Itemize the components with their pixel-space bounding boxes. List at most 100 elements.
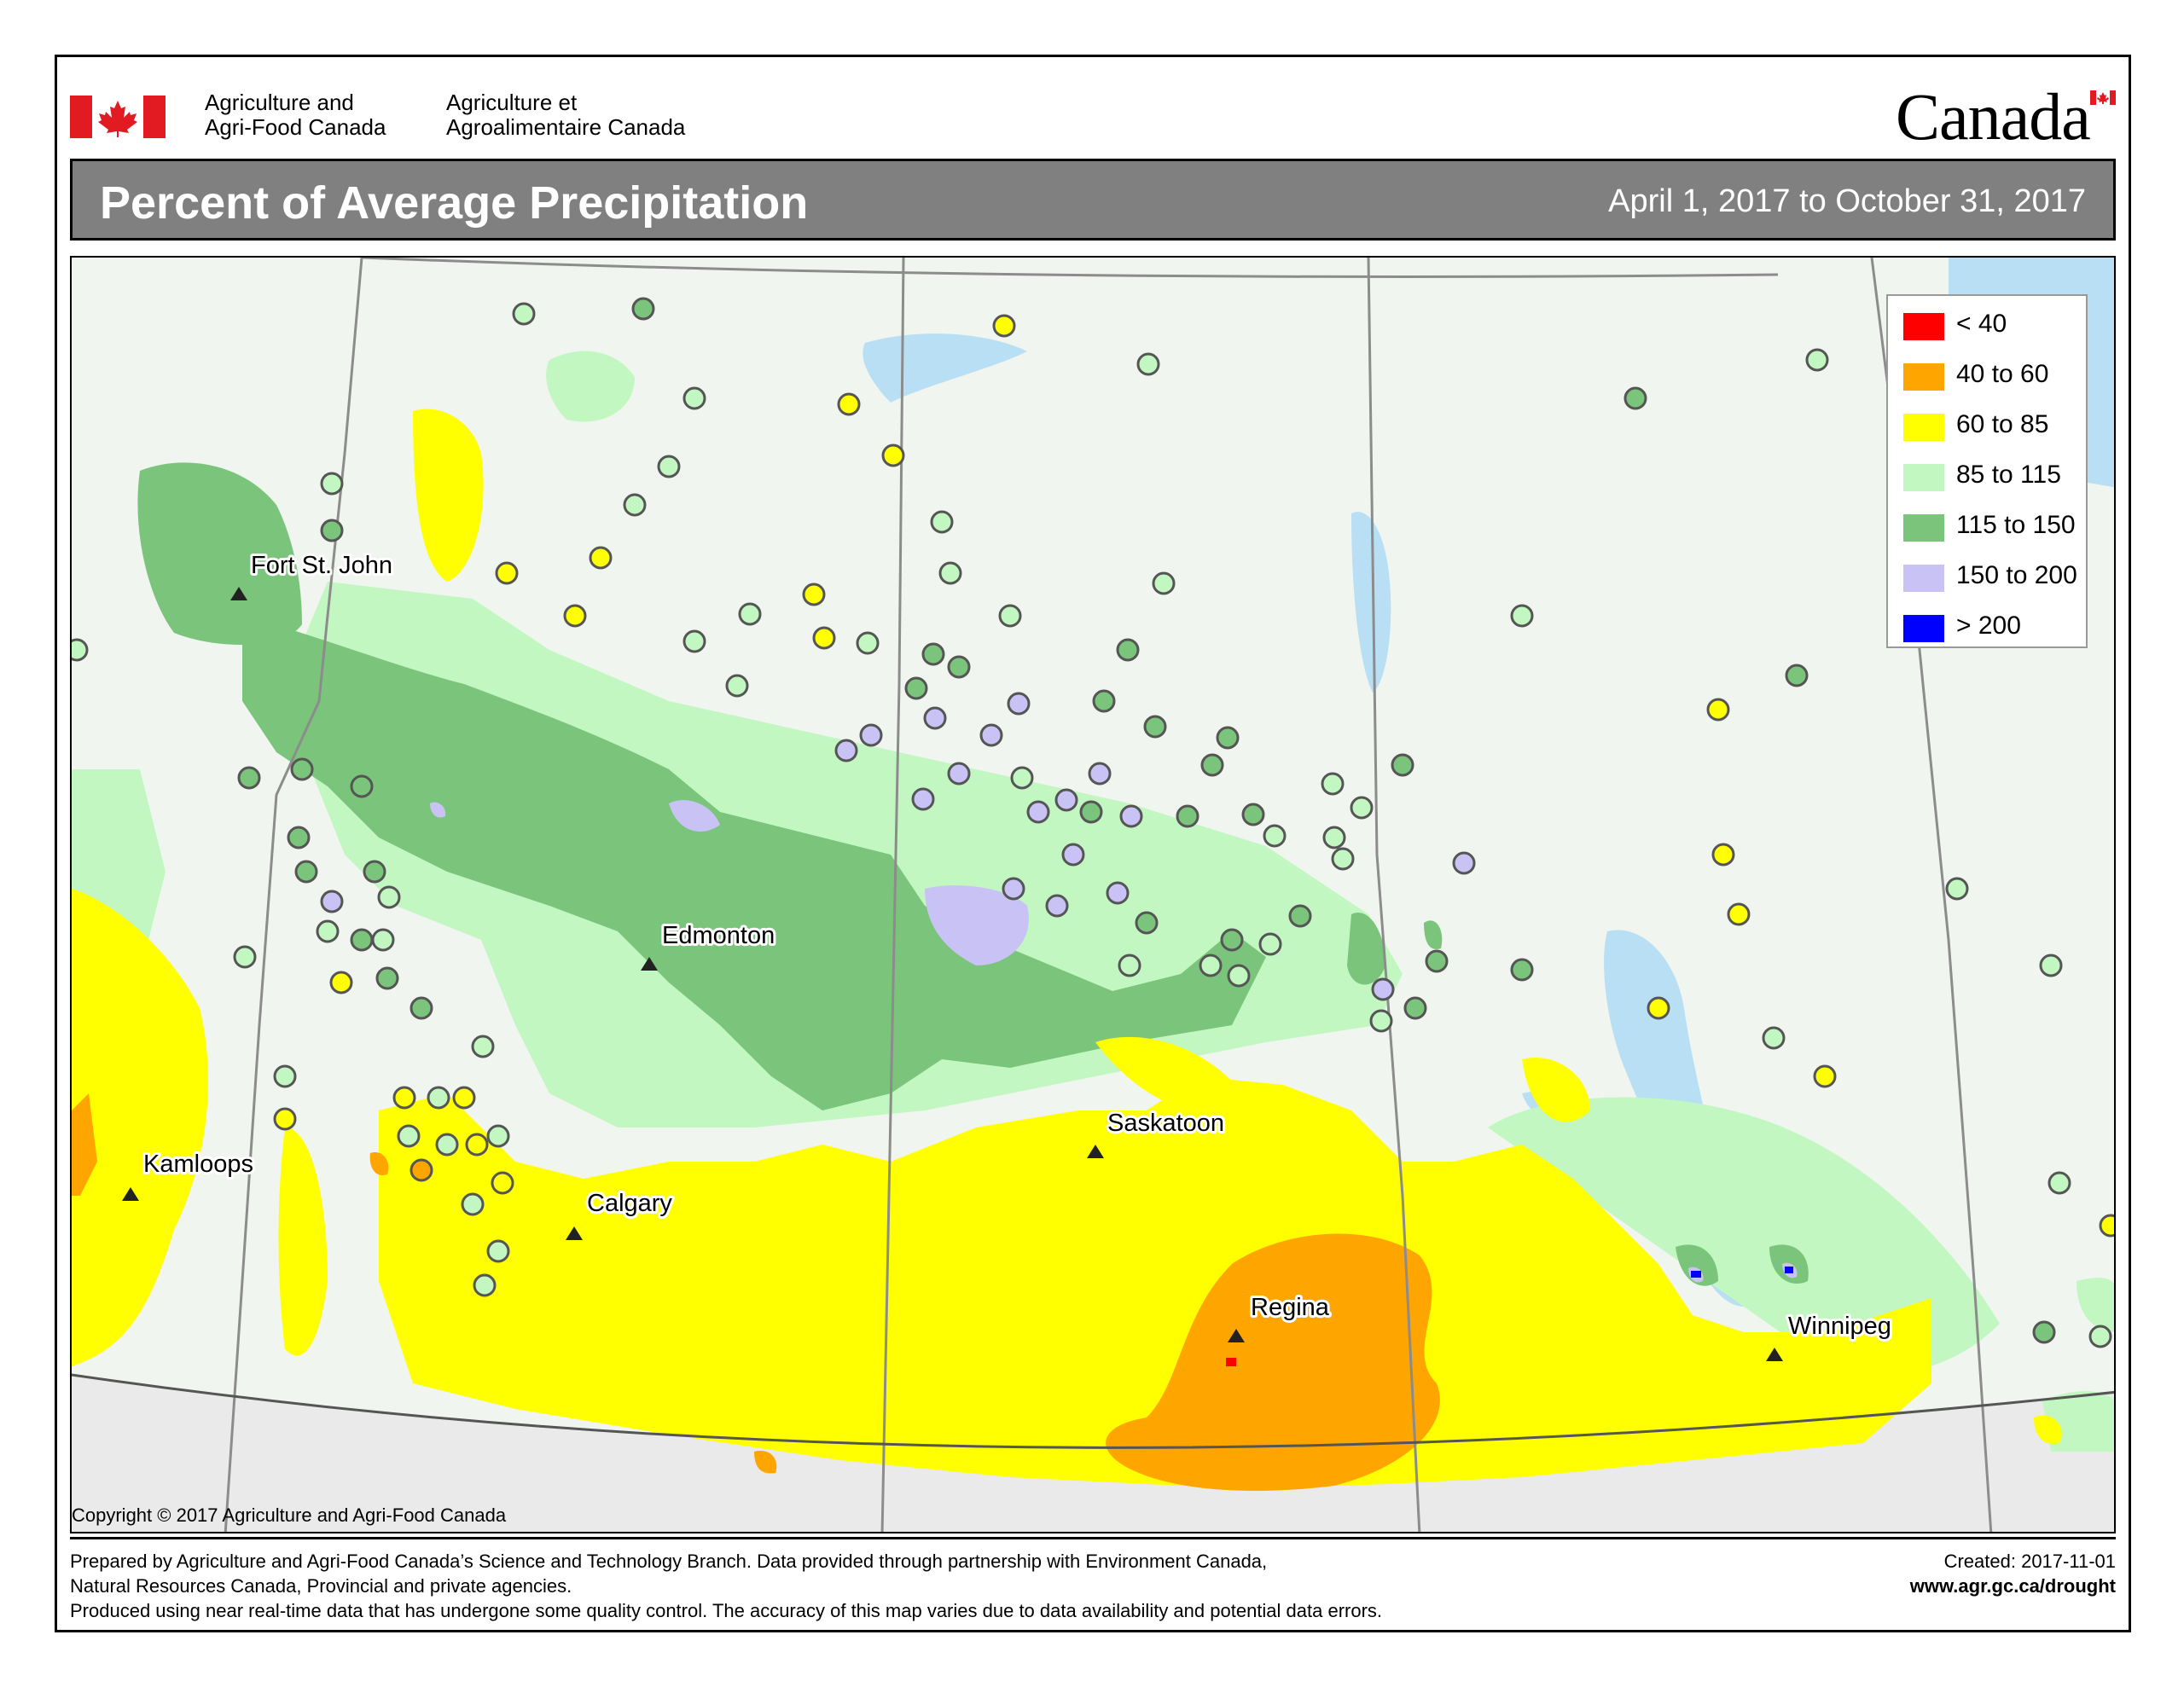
station <box>904 676 928 700</box>
legend-item-115-150: 115 to 150 <box>1896 506 2086 556</box>
station <box>682 629 706 653</box>
station <box>471 1035 495 1058</box>
station <box>287 826 311 849</box>
station <box>1813 1064 1837 1088</box>
legend-label: < 40 <box>1956 310 2007 338</box>
canada-wordmark: Canada <box>1896 79 2091 154</box>
footer-notes: Prepared by Agriculture and Agri-Food Ca… <box>70 1549 1382 1623</box>
station <box>834 739 858 762</box>
city-marker-kamloops <box>122 1187 139 1201</box>
station <box>2088 1325 2112 1348</box>
legend-label: 60 to 85 <box>1956 410 2049 438</box>
map-legend: < 40 40 to 60 60 to 85 85 to 115 115 to … <box>1886 294 2088 648</box>
legend-swatch <box>1903 363 1944 391</box>
station <box>979 723 1003 747</box>
station <box>2032 1320 2056 1344</box>
map-date-range: April 1, 2017 to October 31, 2017 <box>1608 183 2086 219</box>
station <box>435 1133 459 1157</box>
legend-item-150-200: 150 to 200 <box>1896 556 2086 606</box>
station <box>320 472 344 496</box>
station <box>623 493 647 517</box>
station <box>1200 753 1224 777</box>
city-label-fort-st-john: Fort St. John <box>251 552 392 579</box>
station <box>947 762 971 786</box>
station <box>410 996 433 1020</box>
station <box>1263 824 1287 848</box>
station <box>947 655 971 679</box>
station <box>273 1064 297 1088</box>
canada-flag-icon <box>70 96 166 138</box>
legend-swatch <box>1903 313 1944 340</box>
legend-item-lt-40: < 40 <box>1896 304 2086 355</box>
station <box>461 1192 485 1216</box>
city-label-kamloops: Kamloops <box>143 1151 253 1178</box>
station <box>290 757 314 781</box>
station <box>427 1086 450 1110</box>
station <box>1331 847 1355 871</box>
legend-label: 40 to 60 <box>1956 360 2049 388</box>
precipitation-map[interactable]: Fort St. John Edmonton Kamloops Calgary … <box>70 256 2116 1533</box>
station <box>1026 800 1050 824</box>
station <box>1785 664 1809 687</box>
station <box>273 1107 297 1131</box>
station <box>1116 638 1140 662</box>
city-label-edmonton: Edmonton <box>662 922 775 949</box>
station <box>938 561 962 585</box>
city-label-saskatoon: Saskatoon <box>1107 1110 1224 1137</box>
station <box>1371 977 1395 1001</box>
station <box>1054 788 1078 812</box>
city-label-calgary: Calgary <box>587 1190 672 1217</box>
legend-item-60-85: 60 to 85 <box>1896 405 2086 455</box>
station <box>1045 894 1069 918</box>
station <box>1199 954 1223 977</box>
station <box>1391 753 1414 777</box>
station <box>320 519 344 542</box>
station <box>363 860 386 884</box>
station <box>1136 352 1160 376</box>
station <box>1002 877 1025 901</box>
zone-60-85 <box>72 409 2062 1486</box>
station <box>881 443 905 467</box>
station <box>911 787 935 811</box>
station <box>2099 1214 2114 1238</box>
wordmark-flag-icon <box>2090 90 2116 105</box>
station <box>294 860 318 884</box>
station <box>812 626 836 650</box>
map-copyright: Copyright © 2017 Agriculture and Agri-Fo… <box>72 1504 507 1526</box>
station <box>1227 964 1251 988</box>
international-border <box>72 1373 2114 1449</box>
station <box>1106 881 1130 905</box>
title-bar: Percent of Average Precipitation April 1… <box>70 159 2116 241</box>
station <box>410 1158 433 1182</box>
station <box>371 928 395 952</box>
station <box>452 1086 476 1110</box>
station <box>2039 954 2063 977</box>
station <box>512 302 536 326</box>
legend-swatch <box>1903 565 1944 592</box>
station <box>486 1239 510 1263</box>
station <box>856 631 880 655</box>
station <box>1369 1009 1393 1033</box>
city-marker-edmonton <box>641 957 658 971</box>
station <box>491 1171 514 1195</box>
agency-name-french: Agriculture et Agroalimentaire Canada <box>446 90 685 140</box>
zone-115-150 <box>137 462 1809 1315</box>
station <box>1176 804 1199 828</box>
station <box>350 774 374 798</box>
station <box>316 919 340 943</box>
station <box>1647 996 1670 1020</box>
legend-label: 115 to 150 <box>1956 511 2076 539</box>
legend-swatch <box>1903 514 1944 542</box>
legend-swatch <box>1903 414 1944 441</box>
footer-line-2: Natural Resources Canada, Provincial and… <box>70 1575 572 1597</box>
drought-website-link[interactable]: www.agr.gc.ca/drought <box>1909 1575 2116 1597</box>
station <box>1119 804 1143 828</box>
legend-swatch <box>1903 464 1944 491</box>
station <box>992 314 1016 338</box>
station <box>350 928 374 952</box>
city-marker-regina <box>1228 1329 1245 1342</box>
station <box>1241 803 1265 826</box>
reindeer-lake <box>1351 512 1391 693</box>
station <box>392 1086 416 1110</box>
agency-en-line2: Agri-Food Canada <box>205 114 386 140</box>
